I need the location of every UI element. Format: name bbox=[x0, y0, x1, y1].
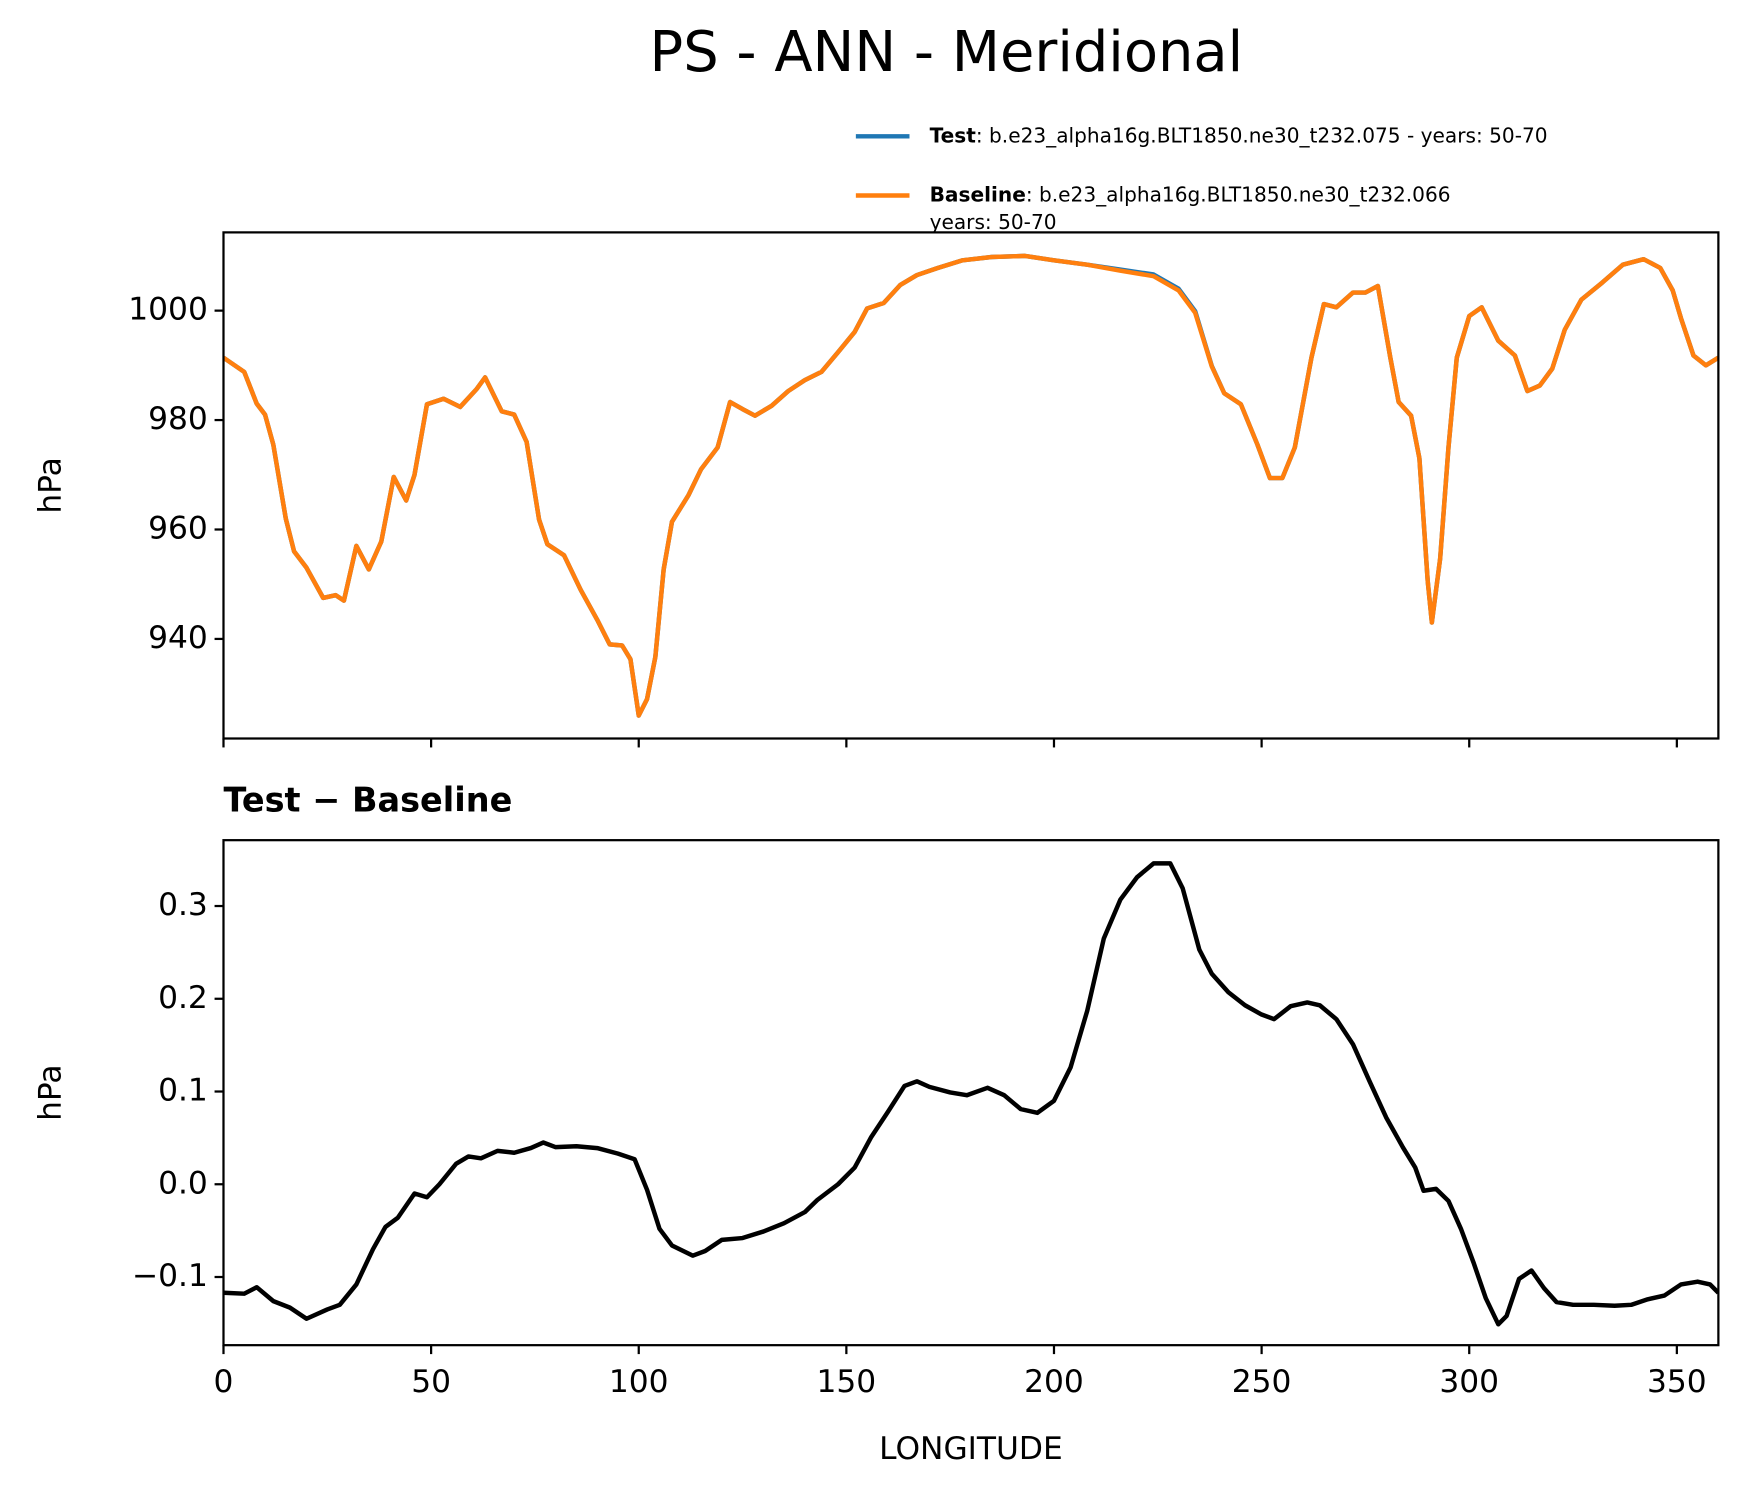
legend-description: : b.e23_alpha16g.BLT1850.ne30_t232.075 -… bbox=[976, 123, 1548, 147]
y-tick-label: 0.3 bbox=[158, 887, 208, 923]
axes-frame bbox=[222, 231, 1720, 740]
y-tick-label: 0.1 bbox=[158, 1073, 208, 1109]
x-tick-label: 150 bbox=[817, 1364, 877, 1400]
y-tick-label: 0.0 bbox=[158, 1165, 208, 1201]
y-tick-label: 960 bbox=[148, 510, 208, 546]
axes-frame bbox=[222, 839, 1720, 1347]
figure-title: PS - ANN - Meridional bbox=[650, 20, 1244, 85]
x-tick-label: 250 bbox=[1232, 1364, 1292, 1400]
x-tick-label: 300 bbox=[1439, 1364, 1499, 1400]
data-line bbox=[223, 253, 1719, 718]
y-tick-label: 940 bbox=[148, 620, 208, 656]
x-tick-label: 350 bbox=[1647, 1364, 1707, 1400]
data-line bbox=[223, 253, 1719, 718]
y-axis-label: hPa bbox=[32, 457, 68, 513]
y-axis-label: hPa bbox=[32, 1064, 68, 1120]
legend-description: : b.e23_alpha16g.BLT1850.ne30_t232.066 bbox=[1026, 182, 1451, 206]
legend-entry: Test: b.e23_alpha16g.BLT1850.ne30_t232.0… bbox=[930, 123, 1548, 147]
legend-entry: Baseline: b.e23_alpha16g.BLT1850.ne30_t2… bbox=[930, 182, 1451, 206]
x-tick-label: 100 bbox=[609, 1364, 669, 1400]
data-line bbox=[223, 861, 1719, 1327]
legend-name: Baseline bbox=[930, 182, 1026, 206]
legend-name: Test bbox=[930, 123, 977, 147]
y-tick-label: −0.1 bbox=[132, 1258, 208, 1294]
legend-description: years: 50-70 bbox=[930, 210, 1057, 234]
axes-title: Test − Baseline bbox=[223, 781, 512, 820]
y-tick-label: 1000 bbox=[128, 292, 208, 328]
y-tick-label: 0.2 bbox=[158, 980, 208, 1016]
y-tick-label: 980 bbox=[148, 401, 208, 437]
x-axis-label: LONGITUDE bbox=[879, 1431, 1063, 1467]
x-tick-label: 50 bbox=[411, 1364, 451, 1400]
x-tick-label: 200 bbox=[1024, 1364, 1084, 1400]
x-tick-label: 0 bbox=[214, 1364, 234, 1400]
